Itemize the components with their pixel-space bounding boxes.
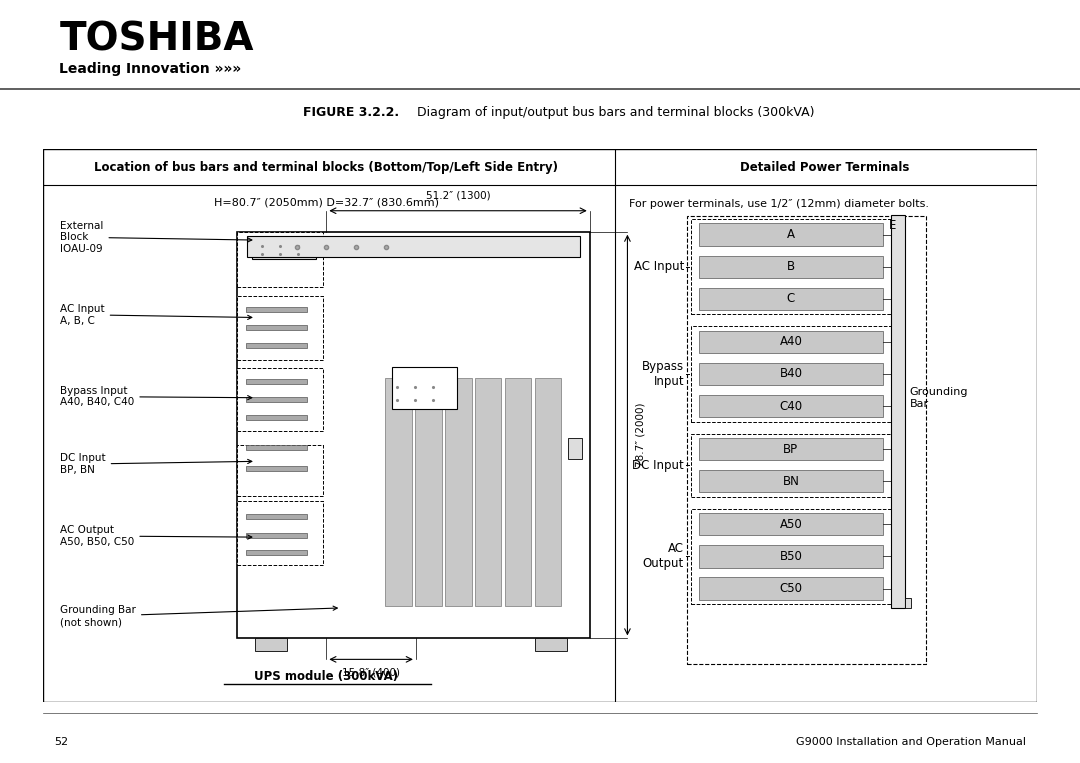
Bar [392,367,457,409]
Bar [246,415,308,420]
Bar [246,307,308,312]
Bar [691,509,893,604]
Bar [445,378,472,606]
Bar [568,439,582,459]
Bar [237,501,323,565]
Text: AC
Output: AC Output [643,542,684,571]
Bar [246,398,308,402]
Bar [246,325,308,330]
Text: AC Input: AC Input [634,260,684,273]
Bar [237,446,323,496]
Bar [691,219,893,314]
Bar [475,378,501,606]
Text: AC Input
A, B, C: AC Input A, B, C [60,304,252,326]
Text: H=80.7″ (2050mm) D=32.7″ (830.6mm): H=80.7″ (2050mm) D=32.7″ (830.6mm) [214,198,438,208]
Bar [699,331,882,353]
Text: A40: A40 [780,336,802,349]
Bar [246,533,308,538]
Bar [699,470,882,492]
Bar [386,378,411,606]
Bar [246,514,308,520]
Text: External
Block
IOAU-09: External Block IOAU-09 [60,221,252,254]
Bar [252,238,316,259]
Text: Leading Innovation »»»: Leading Innovation »»» [59,63,242,76]
Text: Diagram of input/output bus bars and terminal blocks (300kVA): Diagram of input/output bus bars and ter… [405,106,814,120]
Text: B50: B50 [780,550,802,563]
Bar [699,513,882,536]
Bar [246,446,308,450]
Text: 52: 52 [54,736,68,747]
Bar [505,378,531,606]
Bar [691,327,893,421]
Bar [699,578,882,600]
Bar [699,363,882,385]
Text: DC Input: DC Input [632,459,684,472]
Text: Bypass
Input: Bypass Input [642,360,684,388]
Text: B: B [787,260,795,273]
Bar [237,232,590,639]
Text: 15.8″ (400): 15.8″ (400) [342,667,400,677]
Bar [691,433,893,497]
Text: BN: BN [782,475,799,488]
Text: Bypass Input
A40, B40, C40: Bypass Input A40, B40, C40 [60,386,252,407]
Text: C: C [786,292,795,305]
Bar [237,232,323,287]
Bar [237,297,323,360]
Text: C50: C50 [780,582,802,595]
Bar [237,369,323,431]
Text: A50: A50 [780,518,802,531]
Text: Detailed Power Terminals: Detailed Power Terminals [741,160,909,173]
Text: C40: C40 [780,400,802,413]
Bar [535,639,567,651]
Text: A: A [787,228,795,241]
Text: For power terminals, use 1/2″ (12mm) diameter bolts.: For power terminals, use 1/2″ (12mm) dia… [630,199,930,209]
Text: TOSHIBA: TOSHIBA [59,20,254,58]
Text: UPS module (300kVA): UPS module (300kVA) [254,670,399,683]
Bar [891,215,905,608]
Bar [247,236,580,256]
Text: FIGURE 3.2.2.: FIGURE 3.2.2. [303,106,400,120]
Text: DC Input
BP, BN: DC Input BP, BN [60,453,252,475]
Bar [699,438,882,460]
Bar [905,598,910,608]
Text: Grounding Bar
(not shown): Grounding Bar (not shown) [60,605,337,627]
Text: B40: B40 [780,368,802,381]
Bar [687,216,926,665]
Bar [699,224,882,246]
Text: BP: BP [783,443,798,456]
Bar [415,378,442,606]
Bar [699,546,882,568]
Text: 51.2″ (1300): 51.2″ (1300) [426,191,490,201]
Bar [246,343,308,348]
Text: AC Output
A50, B50, C50: AC Output A50, B50, C50 [60,525,252,547]
Bar [535,378,562,606]
Text: Location of bus bars and terminal blocks (Bottom/Top/Left Side Entry): Location of bus bars and terminal blocks… [94,160,558,173]
Bar [699,256,882,278]
Text: Grounding
Bar: Grounding Bar [909,387,968,408]
Bar [699,288,882,310]
Bar [246,465,308,471]
Text: 78.7″ (2000): 78.7″ (2000) [635,403,646,467]
Bar [255,639,286,651]
Bar [699,395,882,417]
Bar [246,550,308,555]
Text: E: E [889,219,896,232]
Bar [246,379,308,384]
Text: G9000 Installation and Operation Manual: G9000 Installation and Operation Manual [796,736,1026,747]
